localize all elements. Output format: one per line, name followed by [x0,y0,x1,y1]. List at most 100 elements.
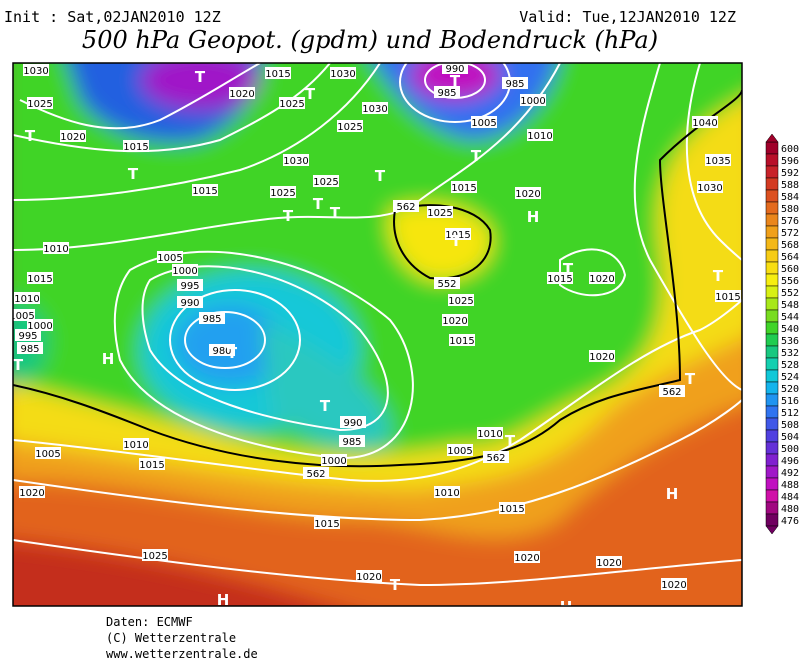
label-box [313,175,339,187]
label-box [697,181,723,193]
isobar-label: 1015 [265,69,290,80]
isobar-label: 1010 [14,294,39,305]
isobar-label: 1020 [19,488,44,499]
colorbar-swatch [765,285,779,299]
colorbar-swatch [765,429,779,443]
colorbar-swatch [765,513,779,527]
label-box [483,451,509,463]
isobar-label: 995 [18,331,37,342]
label-box [589,272,615,284]
label-box [661,578,687,590]
label-box [123,438,149,450]
isobar-label: 1030 [330,69,355,80]
isobar-label: 1020 [60,132,85,143]
label-box [27,97,53,109]
colorbar-swatch [765,177,779,191]
colorbar-swatch [765,165,779,179]
isobar-label: 1015 [499,504,524,515]
pressure-center: T [25,127,36,145]
isobar-label: 1035 [705,156,730,167]
isobar-label: 1010 [527,131,552,142]
isobar-label: 1010 [43,244,68,255]
isobar-label: 1015 [547,274,572,285]
pressure-center: T [305,85,316,103]
pressure-center: T [563,260,574,278]
colorbar-swatch [765,225,779,239]
label-box [14,292,40,304]
colorbar-swatch [765,501,779,515]
isobar-label: 1015 [192,186,217,197]
isobar-label: 1005 [447,446,472,457]
label-box [192,184,218,196]
isobar-label: 1015 [449,336,474,347]
pressure-center: T [227,344,238,362]
pressure-center: T [450,72,461,90]
label-box [520,94,546,106]
isobar-label: 552 [437,279,456,290]
label-box [451,181,477,193]
label-box [477,427,503,439]
colorbar-label: 584 [781,192,799,203]
label-box [27,319,53,331]
colorbar-swatch [765,489,779,503]
colorbar-label: 600 [781,144,799,155]
colorbar-label: 520 [781,384,799,395]
colorbar-label: 508 [781,420,799,431]
colorbar-label: 476 [781,516,799,527]
isobar-label: 985 [437,88,456,99]
colorbar-swatch [765,357,779,371]
isobar-label: 985 [202,314,221,325]
isobar-label: 1020 [589,352,614,363]
isobar-label: 1005 [471,118,496,129]
colorbar-label: 528 [781,360,799,371]
label-box [19,486,45,498]
pressure-center: H [102,350,115,368]
label-box [303,467,329,479]
colorbar-label: 560 [781,264,799,275]
colorbar: 6005965925885845805765725685645605565525… [765,133,799,535]
label-box [339,435,365,447]
colorbar-swatch [765,141,779,155]
isobar-label: 1020 [442,316,467,327]
isobar-label: 985 [20,344,39,355]
colorbar-swatch [765,321,779,335]
label-box [692,116,718,128]
label-box [434,86,460,98]
colorbar-label: 512 [781,408,799,419]
pressure-center: T [195,68,206,86]
pressure-center: H [217,591,230,609]
label-box [499,502,525,514]
isobar-label: 980 [212,346,231,357]
pressure-center: T [283,207,294,225]
isobar-label: 1020 [515,189,540,200]
copyright: (C) Wetterzentrale [106,631,236,645]
isobar-label: 1025 [337,122,362,133]
isobar-label: 990 [343,418,362,429]
colorbar-label: 484 [781,492,799,503]
colorbar-swatch [765,153,779,167]
url: www.wetterzentrale.de [106,647,258,661]
isobar-label: 1015 [314,519,339,530]
colorbar-label: 480 [781,504,799,515]
colorbar-swatch [765,249,779,263]
label-box [172,264,198,276]
isobar-label: 1005 [157,253,182,264]
label-box [13,309,35,321]
label-box [60,130,86,142]
colorbar-label: 524 [781,372,799,383]
colorbar-swatch [765,465,779,479]
colorbar-swatch [765,189,779,203]
colorbar-swatch [765,297,779,311]
label-box [265,67,291,79]
label-box [502,77,528,89]
isobar-label: 1000 [520,96,545,107]
colorbar-label: 568 [781,240,799,251]
label-box [123,140,149,152]
colorbar-label: 540 [781,324,799,335]
isobar-label: 1000 [27,321,52,332]
pressure-center: T [375,167,386,185]
label-box [434,486,460,498]
label-box [229,87,255,99]
